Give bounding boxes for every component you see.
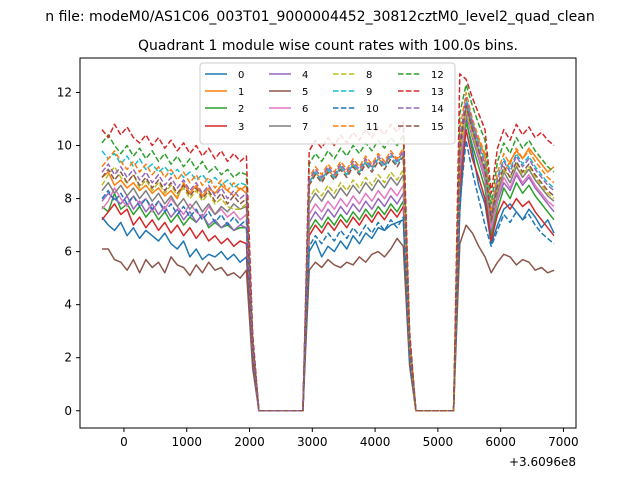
x-axis-offset-label: +3.6096e8: [509, 455, 576, 469]
series-line-8: [101, 110, 555, 412]
y-axis: 0 2 4 6 8 10 12: [57, 85, 80, 418]
legend-label-3: 3: [238, 122, 244, 133]
legend-label-8: 8: [366, 70, 372, 81]
series-line-5: [102, 224, 555, 412]
legend-label-7: 7: [302, 122, 308, 133]
legend-label-5: 5: [302, 87, 308, 98]
legend-label-12: 12: [431, 70, 444, 81]
x-tick-label: 5000: [423, 435, 454, 449]
series-line-10: [101, 139, 555, 412]
x-tick-label: 2000: [234, 435, 265, 449]
x-tick-label: 1000: [171, 435, 202, 449]
series-line-12: [101, 83, 555, 412]
series-layer: [101, 73, 555, 412]
legend-label-15: 15: [431, 122, 444, 133]
legend-label-4: 4: [302, 70, 308, 81]
legend-label-14: 14: [431, 104, 444, 115]
y-tick-label: 12: [57, 85, 72, 99]
legend-label-1: 1: [238, 87, 244, 98]
figure-suptitle: n file: modeM0/AS1C06_003T01_9000004452_…: [45, 9, 594, 25]
legend-label-13: 13: [431, 87, 444, 98]
legend-label-6: 6: [302, 104, 308, 115]
x-tick-label: 7000: [548, 435, 579, 449]
y-tick-label: 10: [57, 139, 72, 153]
x-tick-label: 3000: [297, 435, 328, 449]
legend-label-11: 11: [366, 122, 379, 133]
x-tick-label: 6000: [485, 435, 516, 449]
legend-label-9: 9: [366, 87, 372, 98]
series-line-11: [101, 91, 555, 412]
series-line-4: [101, 112, 555, 412]
axes-frame: [79, 57, 577, 429]
x-tick-label: 0: [120, 435, 128, 449]
y-tick-label: 6: [64, 245, 72, 259]
series-line-0: [101, 118, 555, 412]
y-tick-label: 0: [64, 404, 72, 418]
y-tick-label: 4: [64, 298, 72, 312]
y-tick-label: 8: [64, 192, 72, 206]
series-line-3: [101, 128, 555, 412]
legend-label-0: 0: [238, 70, 244, 81]
legend-label-10: 10: [366, 104, 379, 115]
y-tick-label: 2: [64, 351, 72, 365]
series-line-14: [101, 97, 555, 412]
x-tick-label: 4000: [360, 435, 391, 449]
legend-label-2: 2: [238, 104, 244, 115]
series-line-15: [101, 104, 555, 412]
chart-title: Quadrant 1 module wise count rates with …: [138, 38, 518, 54]
x-axis: 0 1000 2000 3000 4000 5000 6000 7000: [120, 428, 579, 449]
legend-box: [199, 62, 456, 145]
